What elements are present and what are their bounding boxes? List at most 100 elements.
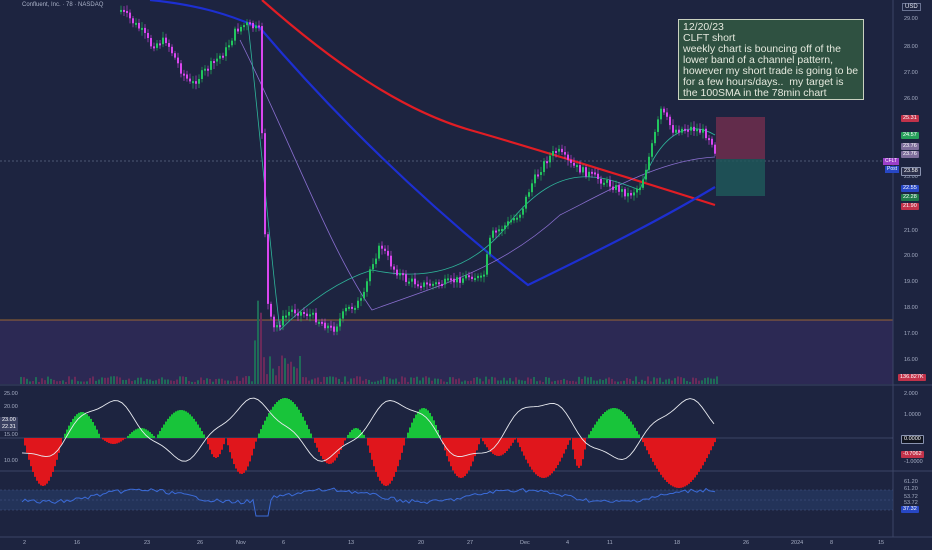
- volume-bar: [548, 377, 550, 384]
- osc-bar: [302, 416, 304, 438]
- osc-bar: [56, 438, 58, 460]
- take-profit-zone[interactable]: [716, 159, 765, 196]
- osc-bar: [42, 438, 44, 486]
- volume-bar: [326, 377, 328, 384]
- volume-bar: [359, 376, 361, 384]
- volume-bar: [560, 379, 562, 384]
- volume-bar: [281, 355, 283, 384]
- volume-bars: [20, 300, 718, 384]
- volume-bar: [53, 379, 55, 384]
- volume-bar: [701, 380, 703, 384]
- osc-bar: [604, 412, 606, 438]
- osc-bar: [347, 434, 349, 438]
- volume-bar: [503, 377, 505, 384]
- osc-bar: [213, 438, 215, 458]
- osc-bar: [431, 416, 433, 438]
- volume-bar: [653, 377, 655, 384]
- osc-bar: [342, 438, 344, 446]
- candle-body: [285, 315, 287, 318]
- osc-bar: [429, 412, 431, 438]
- volume-bar: [416, 376, 418, 384]
- candle-body: [495, 230, 497, 233]
- osc-bar: [582, 438, 584, 460]
- osc-bar: [567, 438, 569, 445]
- candle-body: [639, 187, 641, 190]
- volume-bar: [254, 340, 256, 384]
- osc-bar: [334, 438, 336, 461]
- volume-bar: [518, 379, 520, 384]
- time-tick: 23: [144, 540, 151, 546]
- candle-body: [558, 148, 560, 152]
- osc-bar: [608, 409, 610, 438]
- candle-body: [330, 325, 332, 328]
- osc-bar: [189, 414, 191, 438]
- symbol-header[interactable]: Confluent, Inc. · 78 · NASDAQ: [22, 2, 104, 8]
- osc-bar: [316, 438, 318, 448]
- annotation-note[interactable]: 12/20/23 CLFT short weekly chart is boun…: [678, 19, 864, 100]
- osc-bar: [448, 438, 450, 462]
- currency-button[interactable]: USD: [902, 3, 921, 11]
- osc-bar: [510, 438, 512, 446]
- osc-bar: [407, 432, 409, 438]
- volume-bar: [563, 378, 565, 384]
- volume-bar: [698, 380, 700, 384]
- time-tick: Dec: [520, 540, 530, 546]
- volume-bar: [164, 379, 166, 384]
- volume-bar: [41, 378, 43, 384]
- osc-left-tag: 22.31: [0, 424, 18, 431]
- candle-body: [690, 126, 692, 131]
- candle-body: [162, 37, 164, 45]
- candle-body: [615, 185, 617, 190]
- candle-body: [156, 43, 158, 48]
- osc-bar: [367, 438, 369, 446]
- candle-body: [675, 129, 677, 133]
- candle-body: [600, 179, 602, 184]
- stop-loss-zone[interactable]: [716, 117, 765, 159]
- volume-bar: [83, 381, 85, 384]
- osc-bar: [419, 409, 421, 438]
- volume-bar: [461, 381, 463, 384]
- volume-bar: [272, 368, 274, 384]
- osc-bar: [304, 420, 306, 438]
- osc-bar: [397, 438, 399, 467]
- osc-bar: [251, 438, 253, 456]
- volume-bar: [707, 377, 709, 384]
- osc-bar: [592, 427, 594, 438]
- osc-bar: [387, 438, 389, 486]
- osc-bar: [153, 435, 155, 438]
- time-tick: 26: [197, 540, 204, 546]
- candle-body: [441, 283, 443, 286]
- osc-bar: [598, 418, 600, 438]
- price-tag-sma-red: 21.90: [901, 203, 919, 210]
- osc-bar: [557, 438, 559, 466]
- candle-body: [516, 217, 518, 220]
- osc-bar: [139, 428, 141, 438]
- time-tick: 20: [418, 540, 425, 546]
- osc-bar: [423, 408, 425, 438]
- volume-bar: [62, 380, 64, 384]
- osc-bar: [70, 422, 72, 438]
- osc-bar: [464, 438, 466, 477]
- osc-bar: [561, 438, 563, 458]
- osc-bar: [411, 422, 413, 438]
- volume-bar: [71, 379, 73, 384]
- volume-bar: [473, 377, 475, 384]
- osc-bar: [292, 401, 294, 438]
- candle-body: [378, 245, 380, 259]
- osc-bar: [523, 438, 525, 456]
- price-tag-ema: 24.57: [901, 132, 919, 139]
- candle-body: [366, 281, 368, 292]
- volume-bar: [239, 380, 241, 384]
- candle-body: [498, 229, 500, 232]
- osc-bar: [351, 429, 353, 438]
- volume-bar: [329, 376, 331, 384]
- candle-body: [240, 26, 242, 32]
- candle-body: [165, 37, 167, 44]
- rsi-value-tag: 37.32: [901, 506, 919, 513]
- volume-bar: [407, 381, 409, 384]
- price-tick: 19.00: [904, 279, 918, 285]
- volume-bar: [302, 377, 304, 384]
- osc-bar: [379, 438, 381, 481]
- osc-bar: [537, 438, 539, 477]
- osc-bar: [484, 438, 486, 445]
